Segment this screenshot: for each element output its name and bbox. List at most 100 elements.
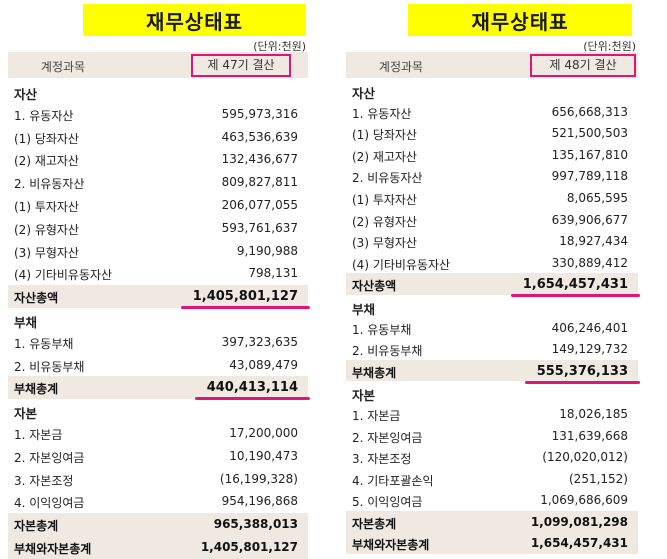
table-row: (3) 무형자산 18,927,434 (346, 230, 638, 252)
table-row: 2. 비유동부채 43,089,479 (8, 354, 308, 377)
row-label: 1. 자본금 (14, 427, 63, 442)
total-row: 자산총액 1,654,457,431 (346, 273, 641, 298)
row-value: 954,196,868 (221, 494, 298, 509)
section-heading-row: 자산 (8, 80, 308, 103)
section-heading-row: 자산 (346, 79, 638, 101)
row-value: 595,973,316 (221, 106, 298, 121)
table-row: 3. 자본조정 (16,199,328) (8, 468, 308, 491)
table-row: (1) 당좌자산 463,536,639 (8, 126, 308, 149)
row-value: (251,152) (569, 471, 628, 486)
row-label: (1) 투자자산 (352, 192, 417, 207)
row-label: 1. 자본금 (352, 408, 401, 423)
row-label: 부채 (352, 301, 376, 317)
row-label: (1) 투자자산 (14, 199, 79, 214)
row-label: 자본총계 (352, 516, 397, 531)
total-row: 자본총계 965,388,013 (8, 513, 308, 536)
header-account: 계정과목 (378, 60, 424, 74)
row-label: 2. 비유동부채 (14, 359, 85, 374)
row-value: 132,436,677 (221, 152, 298, 167)
table-row: (1) 당좌자산 521,500,503 (346, 122, 638, 144)
row-label: (2) 유형자산 (14, 222, 79, 237)
row-value: 9,190,988 (236, 243, 298, 258)
row-label: (1) 당좌자산 (14, 131, 79, 146)
row-value: 593,761,637 (221, 220, 298, 235)
row-label: 자산총액 (14, 291, 59, 306)
table-row: (2) 재고자산 135,167,810 (346, 144, 638, 166)
row-label: 3. 자본조정 (352, 452, 412, 467)
row-value: 43,089,479 (229, 357, 298, 372)
row-value: 131,639,668 (551, 428, 628, 443)
row-value: 1,654,457,431 (510, 277, 641, 298)
row-value: 135,167,810 (551, 147, 628, 162)
table-row: 1. 유동자산 656,668,313 (346, 101, 638, 123)
row-label: 2. 비유동자산 (352, 171, 423, 186)
row-value: 8,065,595 (566, 190, 628, 205)
row-label: (2) 재고자산 (352, 149, 417, 164)
table-header: 계정과목 제 48기 결산 (346, 52, 638, 78)
row-value: 18,927,434 (559, 234, 628, 249)
table-row: 2. 비유동자산 997,789,118 (346, 165, 638, 187)
table-row: (2) 유형자산 639,906,677 (346, 209, 638, 231)
row-label: 1. 유동자산 (14, 108, 74, 123)
row-label: 1. 유동부채 (14, 336, 74, 351)
row-value: 1,405,801,127 (200, 539, 298, 554)
row-value: 206,077,055 (221, 197, 298, 212)
table-row: (1) 투자자산 8,065,595 (346, 187, 638, 209)
table-row: 1. 유동부채 397,323,635 (8, 331, 308, 354)
table-row: (2) 재고자산 132,436,677 (8, 148, 308, 171)
section-heading-row: 부채 (346, 295, 638, 317)
row-value: 463,536,639 (221, 129, 298, 144)
row-value: 10,190,473 (229, 448, 298, 463)
row-label: 자본 (14, 406, 38, 422)
row-label: (1) 당좌자산 (352, 128, 417, 143)
total-row: 부채와자본총계 1,654,457,431 (346, 532, 638, 555)
row-label: 2. 자본잉여금 (14, 450, 85, 465)
row-value: 149,129,732 (551, 342, 628, 357)
row-label: (3) 무형자산 (352, 236, 417, 251)
row-label: 2. 비유동부채 (352, 344, 423, 359)
row-label: 2. 비유동자산 (14, 177, 85, 192)
table-row: 4. 이익잉여금 954,196,868 (8, 490, 308, 513)
table-rows: 자산 1. 유동자산 595,973,316 (1) 당좌자산 463,536,639(… (8, 80, 311, 559)
row-label: 4. 기타포괄손익 (352, 473, 434, 488)
total-row: 부채총계 555,376,133 (346, 359, 641, 384)
total-row: 자본총계 1,099,081,298 (346, 510, 638, 533)
unit-label: (단위:천원) (253, 40, 306, 53)
table-row: 3. 자본조정 (120,020,012) (346, 446, 638, 468)
row-label: 자산 (14, 87, 38, 102)
row-label: 4. 이익잉여금 (14, 496, 85, 511)
row-value: 639,906,677 (551, 212, 628, 227)
row-value: 1,405,801,127 (180, 289, 311, 310)
table-row: 1. 유동부채 406,246,401 (346, 317, 638, 339)
row-value: 18,026,185 (559, 406, 628, 421)
section-heading-row: 자본 (346, 381, 638, 403)
row-label: (2) 재고자산 (14, 154, 79, 169)
total-row: 부채와자본총계 1,405,801,127 (8, 535, 308, 559)
row-value: 997,789,118 (551, 169, 628, 184)
row-label: 5. 이익잉여금 (352, 495, 423, 510)
row-label: 자산총액 (352, 279, 397, 294)
row-label: 부채총계 (352, 365, 397, 380)
row-value: 1,654,457,431 (530, 536, 628, 551)
row-label: 부채총계 (14, 382, 59, 397)
row-label: (3) 무형자산 (14, 245, 79, 260)
row-value: 555,376,133 (524, 363, 641, 384)
row-label: (4) 기타비유동자산 (352, 257, 451, 272)
sheet-title: 재무상태표 (408, 4, 632, 36)
table-header: 계정과목 제 47기 결산 (8, 52, 308, 78)
row-label: 부채와자본총계 (352, 538, 430, 553)
table-row: 2. 비유동부채 149,129,732 (346, 338, 638, 360)
table-row: 2. 자본잉여금 10,190,473 (8, 445, 308, 468)
row-value: 17,200,000 (229, 425, 298, 440)
section-heading-row: 부채 (8, 308, 308, 331)
row-label: 자산 (352, 86, 376, 101)
row-label: 부채와자본총계 (14, 541, 92, 556)
row-value: (16,199,328) (219, 471, 298, 486)
row-label: 1. 유동자산 (352, 106, 412, 121)
table-row: 5. 이익잉여금 1,069,686,609 (346, 489, 638, 511)
sheet-title: 재무상태표 (83, 4, 306, 36)
row-label: 1. 유동부채 (352, 322, 412, 337)
row-label: 2. 자본잉여금 (352, 430, 423, 445)
table-row: (3) 무형자산 9,190,988 (8, 240, 308, 263)
unit-label: (단위:천원) (583, 40, 636, 53)
